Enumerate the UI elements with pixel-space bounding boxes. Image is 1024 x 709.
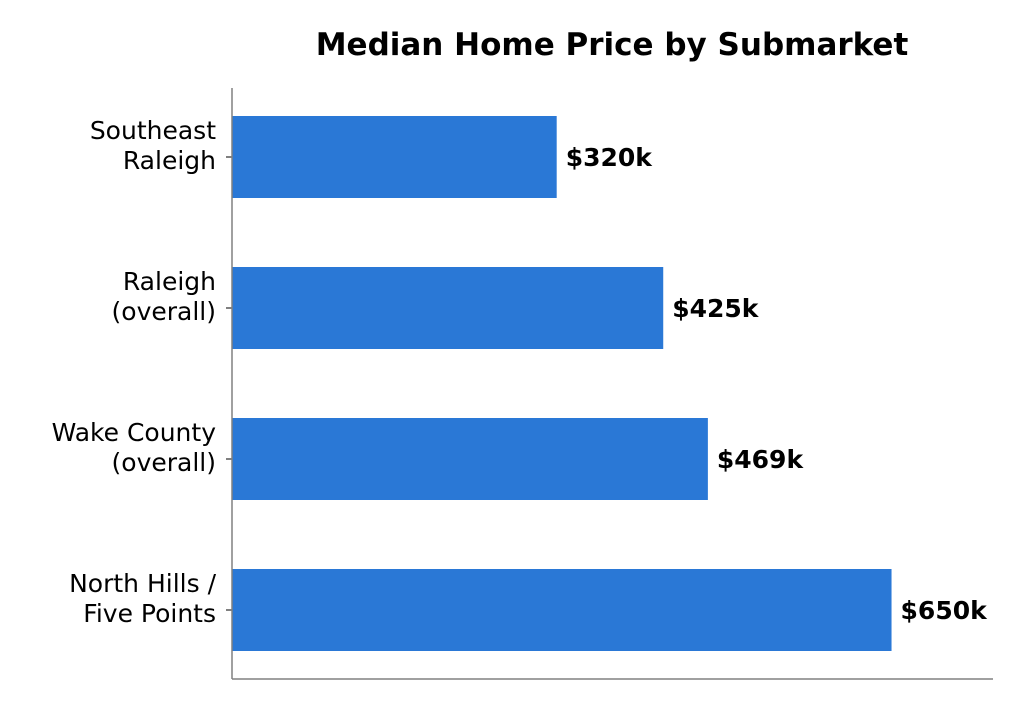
bars-layer — [232, 116, 892, 651]
value-label: $320k — [566, 143, 654, 172]
value-label: $425k — [672, 294, 760, 323]
category-label: (overall) — [112, 297, 216, 326]
value-labels: $320k $425k $469k $650k — [566, 143, 988, 625]
value-label: $469k — [717, 445, 805, 474]
bar — [232, 418, 708, 500]
y-ticks — [226, 156, 232, 611]
category-label: (overall) — [112, 448, 216, 477]
bar — [232, 569, 892, 651]
category-label: Southeast — [90, 116, 216, 145]
chart-title: Median Home Price by Submarket — [316, 27, 909, 63]
category-label: North Hills / — [69, 569, 216, 598]
bar — [232, 116, 557, 198]
category-label: Raleigh — [123, 267, 216, 296]
category-label: Five Points — [83, 599, 216, 628]
category-label: Raleigh — [123, 146, 216, 175]
bar — [232, 267, 664, 349]
category-label: Wake County — [52, 418, 217, 447]
value-label: $650k — [901, 596, 989, 625]
